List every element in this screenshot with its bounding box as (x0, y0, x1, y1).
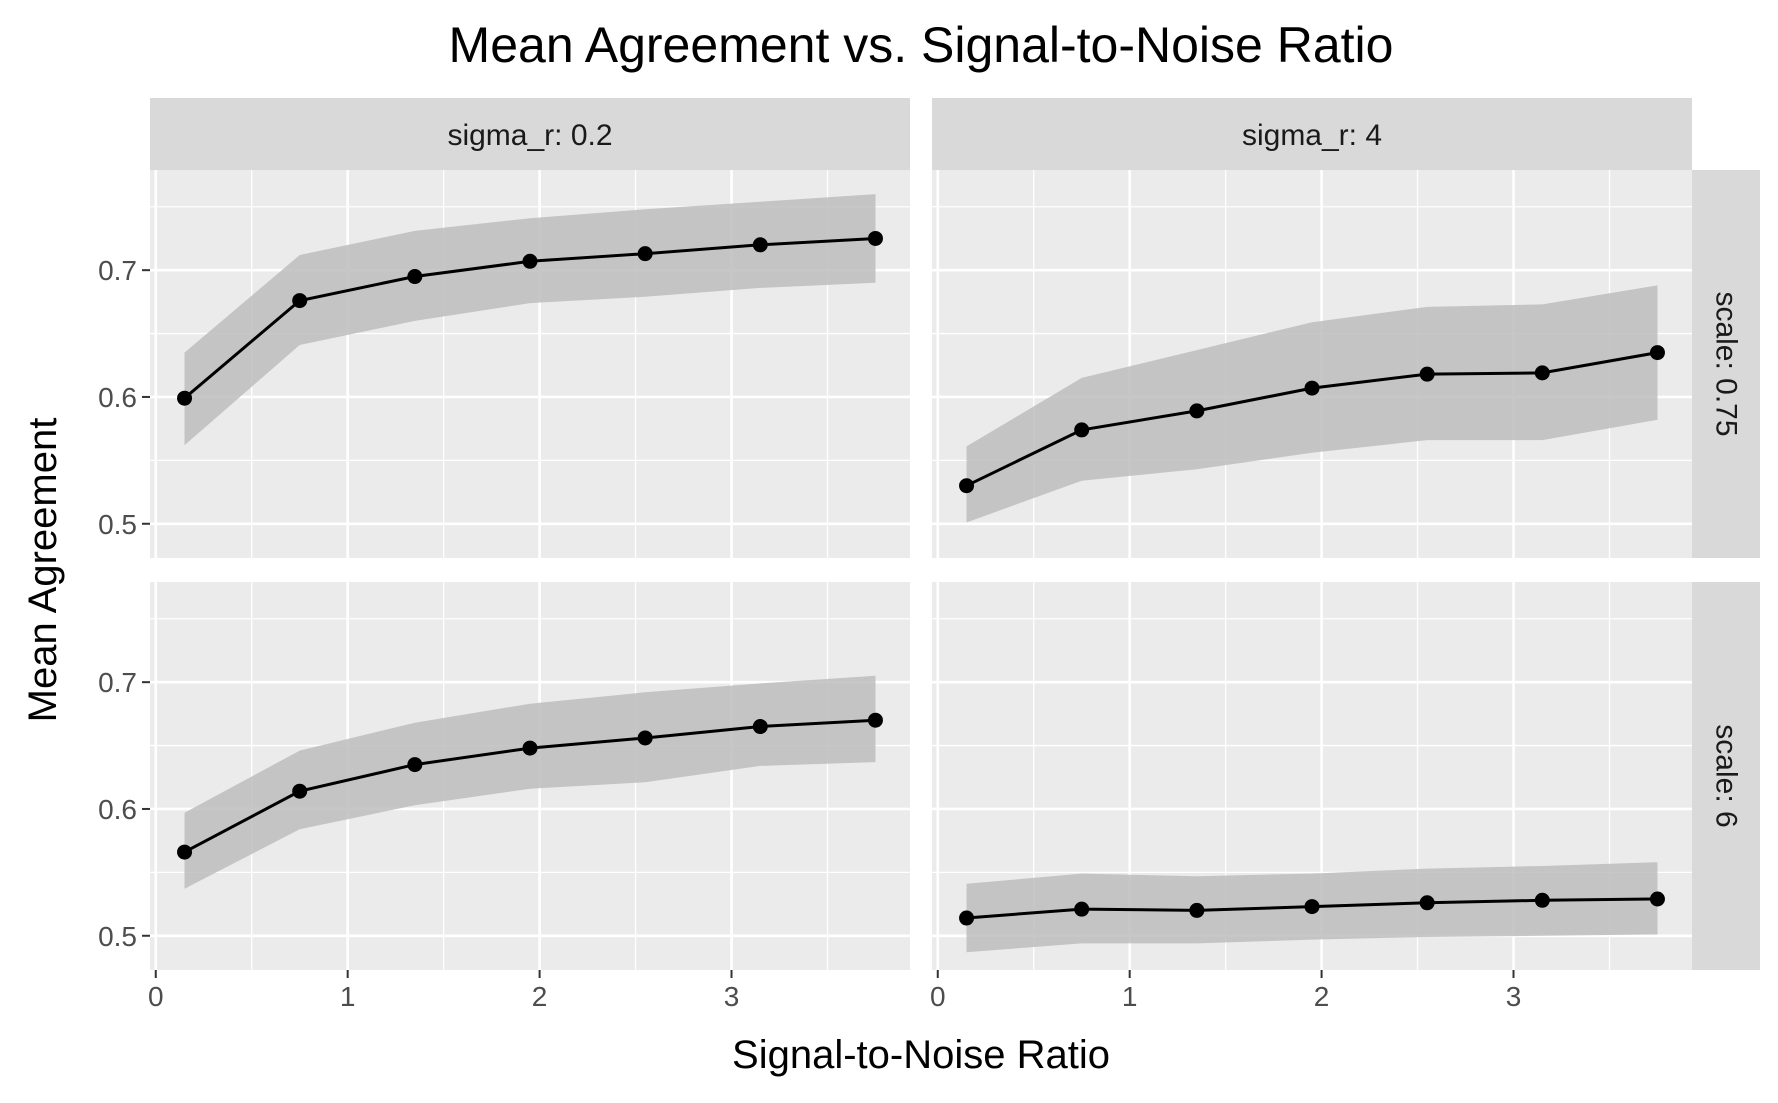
x-tick-label: 3 (724, 981, 740, 1012)
data-point (637, 246, 653, 262)
x-axis-title: Signal-to-Noise Ratio (732, 1033, 1110, 1077)
data-point (177, 390, 193, 406)
data-point (1189, 403, 1205, 419)
x-tick-label: 3 (1506, 981, 1522, 1012)
data-point (1304, 380, 1320, 396)
y-axis-title: Mean Agreement (21, 418, 65, 723)
data-point (867, 712, 883, 728)
data-point (1074, 901, 1090, 917)
panel-4 (932, 582, 1692, 970)
y-tick-label: 0.7 (98, 667, 137, 698)
facet-strip-col-2 (932, 98, 1692, 170)
panel-1 (150, 170, 910, 558)
data-point (752, 237, 768, 253)
data-point (1534, 892, 1550, 908)
data-point (292, 293, 308, 309)
y-tick-label: 0.6 (98, 794, 137, 825)
x-tick-label: 1 (340, 981, 356, 1012)
data-point (522, 253, 538, 269)
facet-strip-col-1 (150, 98, 910, 170)
facet-strip-row-1 (1692, 170, 1760, 558)
data-point (1649, 891, 1665, 907)
facet-strip-row-2 (1692, 582, 1760, 970)
confidence-ribbon (184, 675, 876, 889)
data-point (1534, 365, 1550, 381)
y-tick-label: 0.6 (98, 382, 137, 413)
chart-title: Mean Agreement vs. Signal-to-Noise Ratio (449, 17, 1394, 73)
facet-label-col-1: sigma_r: 0.2 (447, 119, 612, 152)
data-point (1074, 422, 1090, 438)
facet-label-row-1: scale: 0.75 (1710, 291, 1743, 436)
data-point (959, 910, 975, 926)
data-point (1304, 899, 1320, 915)
x-tick-label: 0 (148, 981, 164, 1012)
data-point (1419, 366, 1435, 382)
facet-label-row-2: scale: 6 (1710, 724, 1743, 827)
x-tick-label: 2 (532, 981, 548, 1012)
panel-3 (150, 582, 910, 970)
x-tick-label: 1 (1122, 981, 1138, 1012)
data-point (637, 730, 653, 746)
plot-layer: sigma_r: 0.2 sigma_r: 4 scale: 0.75 scale: … (98, 98, 1760, 1012)
data-point (867, 230, 883, 246)
data-point (522, 740, 538, 756)
y-tick-label: 0.5 (98, 509, 137, 540)
y-tick-label: 0.5 (98, 921, 137, 952)
x-tick-label: 0 (930, 981, 946, 1012)
data-point (407, 757, 423, 773)
data-point (177, 844, 193, 860)
data-point (1189, 902, 1205, 918)
panel-2 (932, 170, 1692, 558)
data-point (1419, 895, 1435, 911)
y-tick-label: 0.7 (98, 255, 137, 286)
data-point (959, 478, 975, 494)
data-point (752, 719, 768, 735)
confidence-ribbon (184, 194, 876, 446)
x-tick-label: 2 (1314, 981, 1330, 1012)
facet-label-col-2: sigma_r: 4 (1242, 119, 1382, 152)
data-point (292, 783, 308, 799)
confidence-ribbon (966, 285, 1658, 523)
data-point (1649, 345, 1665, 361)
data-point (407, 269, 423, 285)
